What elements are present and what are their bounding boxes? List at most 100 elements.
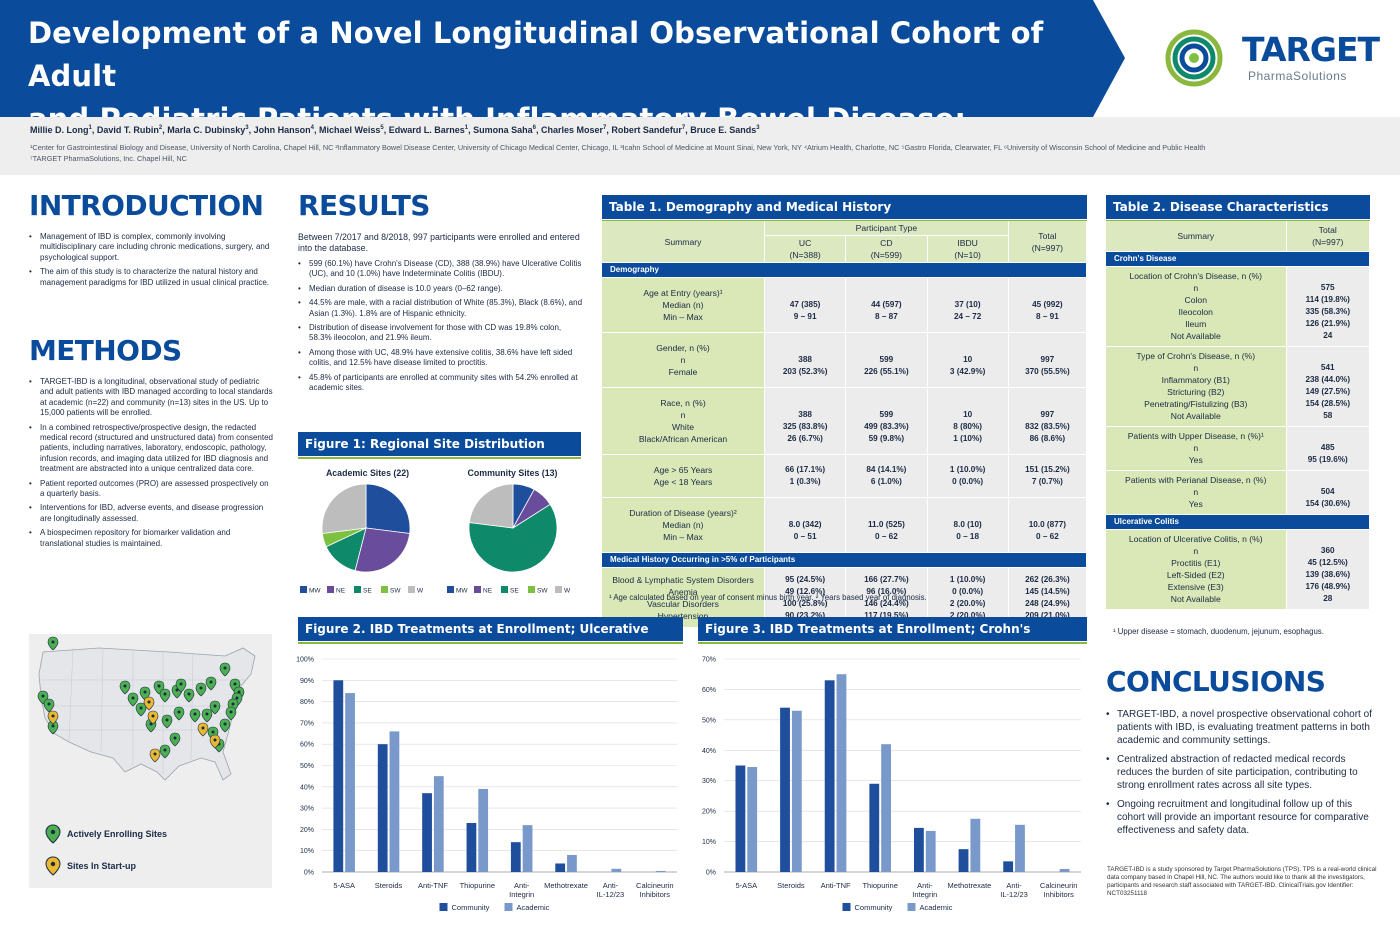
cell-line: Demography — [610, 265, 659, 274]
cell-line: Summary — [664, 236, 702, 247]
cell-line: 90 (23.2%) — [785, 610, 826, 620]
table-row: Location of Ulcerative Colitis, n (%) n Pr… — [1106, 529, 1370, 610]
map-pin-icon — [119, 680, 131, 695]
cell-line: n — [680, 410, 686, 420]
cell-line: Age at Entry (years)¹ — [643, 288, 723, 298]
cell-line: 117 (19.5%) — [864, 610, 909, 620]
map-pin-icon — [159, 744, 171, 759]
affiliations-line-2: ⁷TARGET PharmaSolutions, Inc. Chapel Hil… — [30, 154, 187, 163]
cell-line: Yes — [1188, 455, 1203, 465]
cell-line: 47 (385) — [789, 300, 821, 309]
map-pin-icon — [225, 706, 237, 721]
author-name: Millie D. Long — [30, 125, 89, 135]
cell-line: 59 (9.8%) — [868, 434, 905, 443]
y-tick-label: 100% — [296, 657, 314, 664]
title-line-1: Development of a Novel Longitudinal Obse… — [28, 16, 1044, 93]
pin-dot — [187, 692, 191, 696]
bar-community — [510, 842, 521, 872]
cell-line: 44 (597) — [871, 300, 902, 309]
cell-line — [767, 397, 843, 409]
cell-line: Type of Crohn's Disease, n (%) — [1136, 351, 1256, 361]
row-labels: Race, n (%) n White Black/African American — [602, 387, 765, 455]
x-tick-label: Integrin — [509, 890, 534, 899]
value-ibdu: 10 3 (42.9%) — [927, 332, 1009, 388]
cell-line: Proctitis (E1) — [1171, 558, 1221, 568]
cell-line: Inflammatory (B1) — [1161, 375, 1230, 385]
x-tick-label: IL-12/23 — [597, 890, 625, 899]
cell-line: 28 — [1323, 594, 1333, 603]
map-pin-icon — [175, 678, 187, 693]
bullet-item: Patient reported outcomes (PRO) are asse… — [29, 479, 274, 500]
author-affiliation-mark: 7 — [603, 125, 607, 131]
map-pin-icon — [143, 696, 155, 711]
cell-line — [1289, 474, 1368, 486]
cell-line: 599 — [879, 410, 894, 419]
bar-academic — [791, 710, 802, 872]
pin-dot — [151, 714, 155, 718]
cell-line: 1 (10.0%) — [949, 465, 986, 474]
table1-footnote: ¹ Age calculated based on year of consen… — [609, 593, 927, 602]
cell-line — [848, 397, 924, 409]
value-total: 575 114 (19.8%) 335 (58.3%) 126 (21.9%) 24 — [1286, 266, 1370, 347]
map-pin-icon — [183, 688, 195, 703]
cell-line: UC — [798, 238, 812, 248]
cell-line: White — [672, 422, 694, 432]
cell-line — [848, 287, 924, 299]
value-total: 997 370 (55.5%) — [1008, 332, 1088, 388]
y-tick-label: 40% — [300, 784, 314, 791]
cell-line: 139 (38.6%) — [1305, 570, 1351, 579]
site-map: Actively Enrolling Sites Sites In Start-… — [29, 634, 272, 888]
pin-dot — [223, 722, 227, 726]
cell-line: 10.0 (877) — [1028, 520, 1067, 529]
affiliations-line-1: ¹Center for Gastrointestinal Biology and… — [30, 143, 1206, 152]
table1-title: Table 1. Demography and Medical History — [602, 195, 1087, 222]
bar-academic — [478, 788, 489, 872]
author-list: Millie D. Long1, David T. Rubin2, Marla … — [30, 125, 760, 135]
row-labels: Patients with Perianal Disease, n (%) n Ye… — [1106, 470, 1287, 515]
pin-dot — [163, 748, 167, 752]
authors-band — [0, 117, 1400, 175]
cell-line: 145 (14.5%) — [1025, 586, 1070, 596]
legend-swatch — [408, 586, 415, 593]
pie-slice-NE — [354, 527, 411, 573]
map-pin-icon — [159, 688, 171, 703]
cell-line: 997 — [1040, 355, 1055, 364]
legend-swatch — [300, 586, 307, 593]
legend-label: Community — [855, 903, 893, 912]
value-cd: 84 (14.1%) 6 (1.0%) — [845, 454, 928, 498]
legend-label: SE — [363, 588, 372, 595]
map-pin-icon — [201, 708, 213, 723]
pin-dot — [233, 682, 237, 686]
x-tick-label: Inhibitors — [1043, 890, 1074, 899]
legend-swatch — [447, 586, 454, 593]
row-labels: Location of Crohn's Disease, n (%) n Colon… — [1106, 266, 1287, 347]
value-total: 151 (15.2%) 7 (0.7%) — [1008, 454, 1088, 498]
cell-line: 262 (26.3%) — [1025, 574, 1070, 584]
map-pin-icon — [209, 734, 221, 749]
cd-treatment-chart: 0% 10% 20% 30% 40% 50% 60% 70% 5-ASA Steroids Anti… — [702, 657, 1081, 912]
map-pin-icon — [47, 636, 59, 651]
cell-line: 335 (58.3%) — [1305, 307, 1351, 316]
cell-line: 388 — [798, 410, 812, 419]
legend-swatch — [907, 903, 916, 911]
cell-line: Summary — [1177, 230, 1215, 241]
legend-swatch — [354, 586, 361, 593]
x-tick-label: Thiopurine — [862, 881, 897, 890]
author-affiliation-mark: 5 — [380, 125, 384, 131]
cell-line — [1289, 350, 1368, 362]
legend-label: SE — [510, 588, 519, 595]
x-tick-label: Anti-TNF — [821, 881, 851, 890]
cell-line — [1011, 287, 1084, 299]
bar-academic — [881, 744, 892, 872]
group-row: Crohn's Disease — [1106, 251, 1370, 267]
pie-slice-MW — [365, 483, 411, 534]
row-labels: Patients with Upper Disease, n (%)¹ n Yes — [1106, 426, 1287, 471]
pin-dot — [131, 696, 135, 700]
pin-dot — [139, 706, 143, 710]
y-tick-label: 0% — [304, 870, 314, 877]
cell-line — [930, 342, 1006, 354]
cell-line: Left-Sided (E2) — [1166, 570, 1225, 580]
y-tick-label: 40% — [702, 748, 716, 755]
bar-academic — [655, 870, 666, 872]
figure3-title: Figure 3. IBD Treatments at Enrollment; … — [698, 617, 1087, 660]
